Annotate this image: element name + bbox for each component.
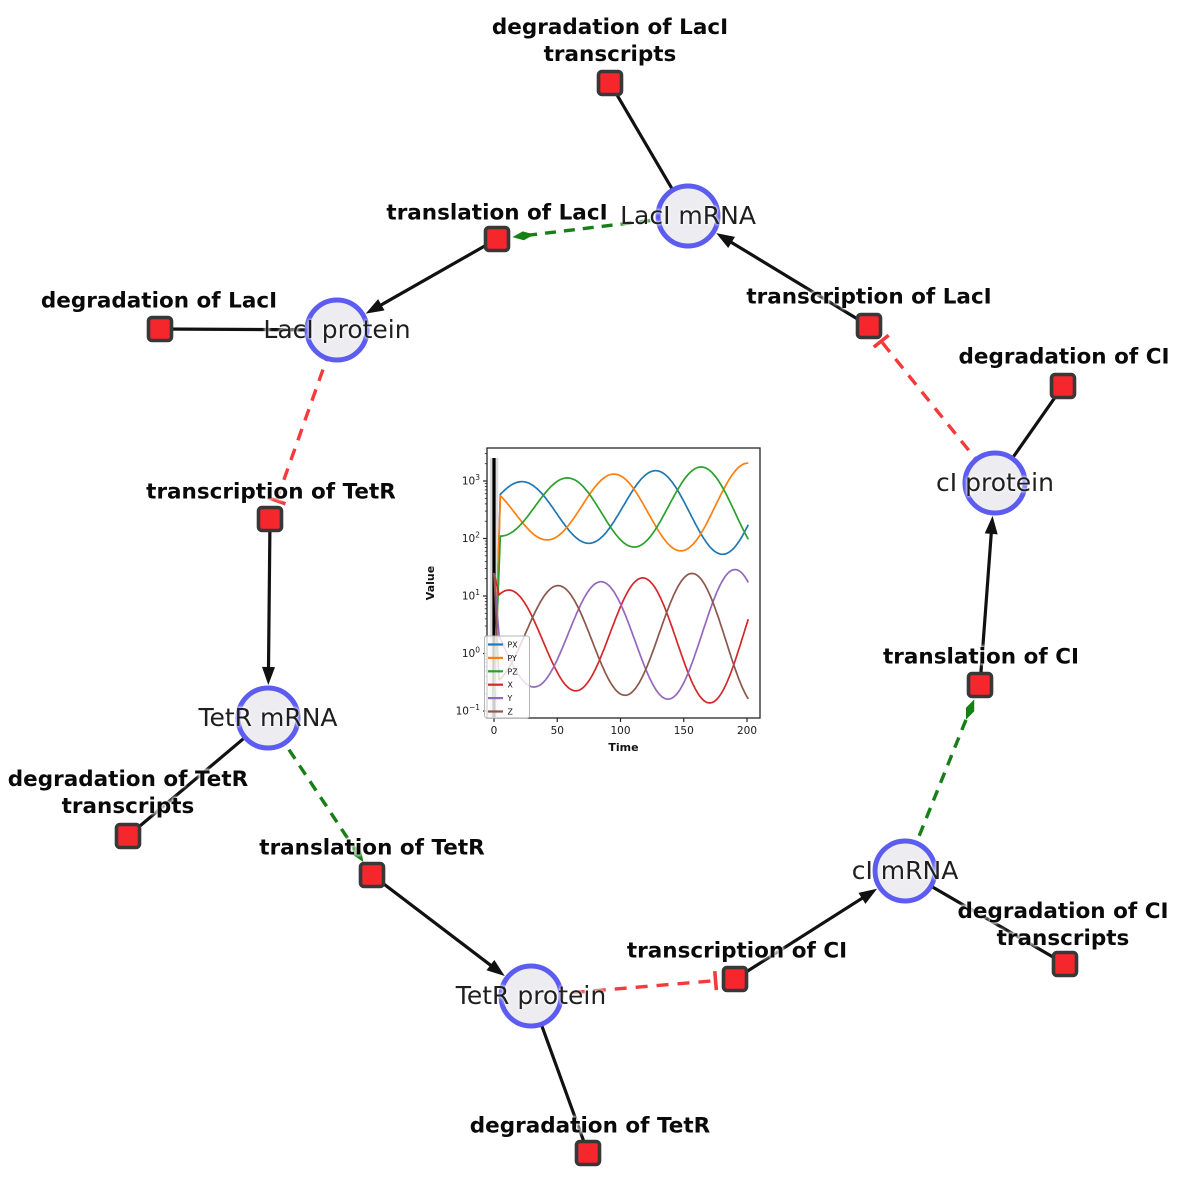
y-tick-label-2: 101 xyxy=(462,588,480,603)
legend-item-PX: PX xyxy=(488,641,518,650)
legend-label-PX: PX xyxy=(508,641,519,650)
legend-label-PY: PY xyxy=(508,654,518,663)
reaction-node-degradation-ci-transcripts xyxy=(1051,950,1079,978)
species-node-laci-protein xyxy=(304,297,370,363)
species-node-ci-mrna xyxy=(872,838,938,904)
series-line-Y xyxy=(493,568,750,701)
series-line-PZ xyxy=(493,466,750,700)
y-tick-label-0: 10−1 xyxy=(456,703,481,718)
x-tick-label-2: 100 xyxy=(610,725,630,737)
reaction-node-transcription-ci xyxy=(721,965,749,993)
reaction-node-translation-laci xyxy=(483,225,511,253)
edge-produce-transcription-tetr-tetr-mrna xyxy=(262,518,276,686)
legend-item-X: X xyxy=(488,681,514,690)
reaction-node-translation-ci xyxy=(966,671,994,699)
x-tick-label-3: 150 xyxy=(674,725,694,737)
species-node-tetr-mrna xyxy=(235,685,301,751)
edge-produce-translation-tetr-tetr-protein xyxy=(371,873,505,977)
reaction-node-degradation-laci xyxy=(146,315,174,343)
edge-produce-transcription-laci-laci-mrna xyxy=(716,233,870,328)
x-axis-label: Time xyxy=(608,741,638,754)
reaction-node-degradation-tetr-transcripts xyxy=(114,822,142,850)
reaction-node-transcription-tetr xyxy=(256,505,284,533)
x-axis-ticks: 0 50 100 150 200 xyxy=(491,718,757,737)
x-tick-label-0: 0 xyxy=(491,725,498,737)
reaction-node-translation-tetr xyxy=(358,861,386,889)
series-line-PX xyxy=(493,469,750,700)
legend-label-PZ: PZ xyxy=(508,667,518,676)
x-tick-label-1: 50 xyxy=(551,725,564,737)
reaction-node-degradation-tetr xyxy=(574,1139,602,1167)
y-axis-label: Value xyxy=(424,566,437,600)
legend-item-Z: Z xyxy=(488,708,513,717)
chart-series-group xyxy=(493,462,750,704)
species-node-tetr-protein xyxy=(498,963,564,1029)
legend-item-Y: Y xyxy=(488,694,513,703)
y-tick-label-4: 103 xyxy=(462,473,480,488)
legend-label-Z: Z xyxy=(508,708,513,717)
species-node-ci-protein xyxy=(962,450,1028,516)
chart-legend: PX PY PZ XYZ xyxy=(484,635,530,719)
y-axis-ticks: 10−1 100 101 102 103 xyxy=(456,453,487,718)
reaction-node-degradation-ci xyxy=(1049,372,1077,400)
legend-item-PY: PY xyxy=(488,654,517,663)
y-tick-label-3: 102 xyxy=(462,531,480,546)
y-tick-label-1: 100 xyxy=(462,646,480,661)
legend-label-Y: Y xyxy=(507,694,513,703)
edge-produce-transcription-ci-ci-mrna xyxy=(734,888,878,981)
legend-item-PZ: PZ xyxy=(488,667,518,676)
series-line-Z xyxy=(493,572,750,700)
chart-axes-frame xyxy=(486,447,761,719)
reaction-node-transcription-laci xyxy=(855,312,883,340)
series-line-PY xyxy=(493,462,749,700)
chart-plot-area xyxy=(487,448,760,718)
edge-produce-translation-laci-laci-protein xyxy=(365,237,498,314)
edge-produce-translation-ci-ci-protein xyxy=(978,515,998,686)
reaction-node-degradation-laci-transcripts xyxy=(596,69,624,97)
species-node-laci-mrna xyxy=(655,183,721,249)
legend-label-X: X xyxy=(508,681,514,690)
x-tick-label-4: 200 xyxy=(737,725,757,737)
